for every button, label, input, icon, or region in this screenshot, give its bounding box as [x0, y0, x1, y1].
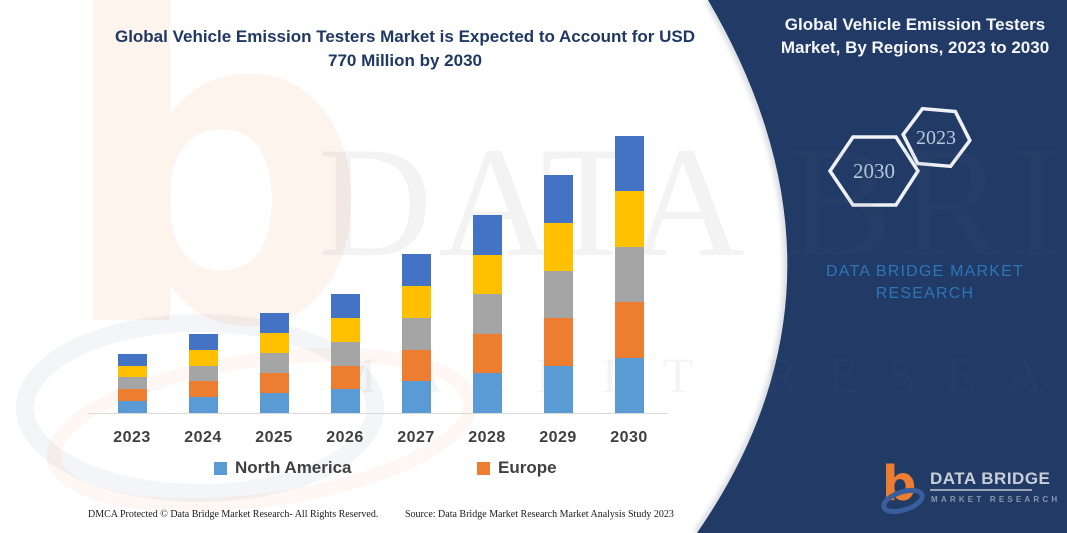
bar-segment-europe: [188, 381, 218, 398]
bar-segment-series-5: [117, 353, 147, 366]
bar-segment-series-4: [330, 317, 360, 342]
x-axis-label-2028: 2028: [468, 429, 506, 446]
bar-segment-series-4: [614, 191, 644, 247]
bar-segment-series-5: [614, 136, 644, 192]
hexagon-2030-label: 2030: [853, 159, 895, 183]
legend-swatch-europe: [477, 461, 490, 475]
svg-text:b: b: [882, 458, 916, 512]
panel-brand-text: DATA BRIDGE MARKET RESEARCH: [795, 261, 1055, 305]
bar-segment-europe: [472, 333, 502, 374]
bar-segment-europe: [330, 365, 360, 390]
logo-underline: [930, 489, 1032, 491]
bar-segment-north-america: [543, 365, 573, 413]
bar-segment-series-3: [543, 270, 573, 318]
x-axis-label-2023: 2023: [113, 429, 151, 446]
bar-segment-series-4: [543, 223, 573, 271]
panel-title: Global Vehicle Emission Testers Market, …: [765, 13, 1065, 59]
bar-segment-europe: [543, 318, 573, 366]
logo-title: DATA BRIDGE: [930, 469, 1051, 488]
x-axis-label-2026: 2026: [326, 429, 364, 446]
x-axis-label-2029: 2029: [539, 429, 577, 446]
bar-segment-europe: [401, 349, 431, 382]
x-axis-line: [88, 413, 668, 414]
bar-segment-series-4: [259, 333, 289, 354]
bar-2025: [259, 313, 289, 413]
bar-segment-series-3: [117, 377, 147, 390]
bar-segment-europe: [614, 302, 644, 358]
chart-title-line2: 770 Million by 2030: [327, 51, 482, 70]
logo-subtitle: MARKET RESEARCH: [931, 495, 1061, 504]
bar-2029: [543, 175, 573, 413]
bar-segment-series-4: [401, 285, 431, 318]
logo-b-icon: b: [881, 458, 925, 515]
bar-2028: [472, 215, 502, 413]
bar-segment-series-3: [330, 341, 360, 366]
chart-title-line1: Global Vehicle Emission Testers Market i…: [114, 27, 696, 46]
bar-2023: [117, 353, 147, 413]
panel-brand-line2: RESEARCH: [875, 285, 975, 302]
bar-segment-series-5: [259, 313, 289, 334]
bar-segment-series-5: [188, 334, 218, 350]
x-axis-label-2030: 2030: [610, 429, 648, 446]
panel-edge-shadow: [694, 0, 791, 533]
panel-title-line2: Market, By Regions, 2023 to 2030: [780, 38, 1050, 57]
bar-2030: [614, 136, 644, 413]
bar-2024: [188, 334, 218, 413]
x-axis-label-2027: 2027: [397, 429, 435, 446]
bar-segment-north-america: [188, 397, 218, 413]
panel-title-line1: Global Vehicle Emission Testers: [784, 15, 1046, 34]
legend-label-north-america: North America: [235, 458, 352, 477]
footer-copyright: DMCA Protected © Data Bridge Market Rese…: [88, 509, 379, 520]
hexagon-2023-label: 2023: [916, 127, 956, 149]
bar-segment-series-3: [401, 317, 431, 350]
bar-segment-north-america: [117, 401, 147, 413]
bar-segment-north-america: [330, 389, 360, 413]
legend-item-north-america: North America: [214, 458, 352, 478]
bar-segment-series-3: [614, 246, 644, 303]
navy-panel: [697, 0, 1067, 533]
bar-segment-series-3: [259, 353, 289, 374]
bar-segment-north-america: [259, 392, 289, 413]
bar-segment-europe: [117, 389, 147, 402]
bar-2026: [330, 294, 360, 413]
bar-segment-series-4: [117, 365, 147, 378]
bar-segment-series-3: [188, 365, 218, 382]
bar-segment-series-5: [472, 215, 502, 255]
bar-segment-series-5: [330, 294, 360, 318]
bar-2027: [401, 253, 431, 413]
bar-segment-north-america: [472, 373, 502, 413]
hexagon-2030: [827, 135, 921, 207]
bar-segment-series-4: [472, 254, 502, 295]
legend-label-europe: Europe: [498, 458, 557, 477]
hexagon-2023: [901, 106, 972, 169]
bar-segment-series-4: [188, 349, 218, 366]
watermark-swoosh-gray: [16, 314, 384, 502]
panel-brand-line1: DATA BRIDGE MARKET: [826, 263, 1024, 280]
bar-segment-series-3: [472, 294, 502, 334]
legend-item-europe: Europe: [477, 458, 557, 478]
watermark-swoosh-orange: [46, 347, 478, 513]
bar-segment-europe: [259, 373, 289, 393]
data-bridge-logo: b DATA BRIDGE MARKET RESEARCH: [880, 458, 1057, 520]
chart-title: Global Vehicle Emission Testers Market i…: [85, 25, 725, 73]
bar-segment-series-5: [401, 253, 431, 286]
bar-segment-north-america: [401, 381, 431, 413]
bar-segment-north-america: [614, 357, 644, 413]
legend-swatch-north-america: [214, 461, 227, 475]
x-axis-label-2025: 2025: [255, 429, 293, 446]
x-axis-label-2024: 2024: [184, 429, 222, 446]
bar-segment-series-5: [543, 175, 573, 223]
footer-source: Source: Data Bridge Market Research Mark…: [405, 509, 674, 520]
